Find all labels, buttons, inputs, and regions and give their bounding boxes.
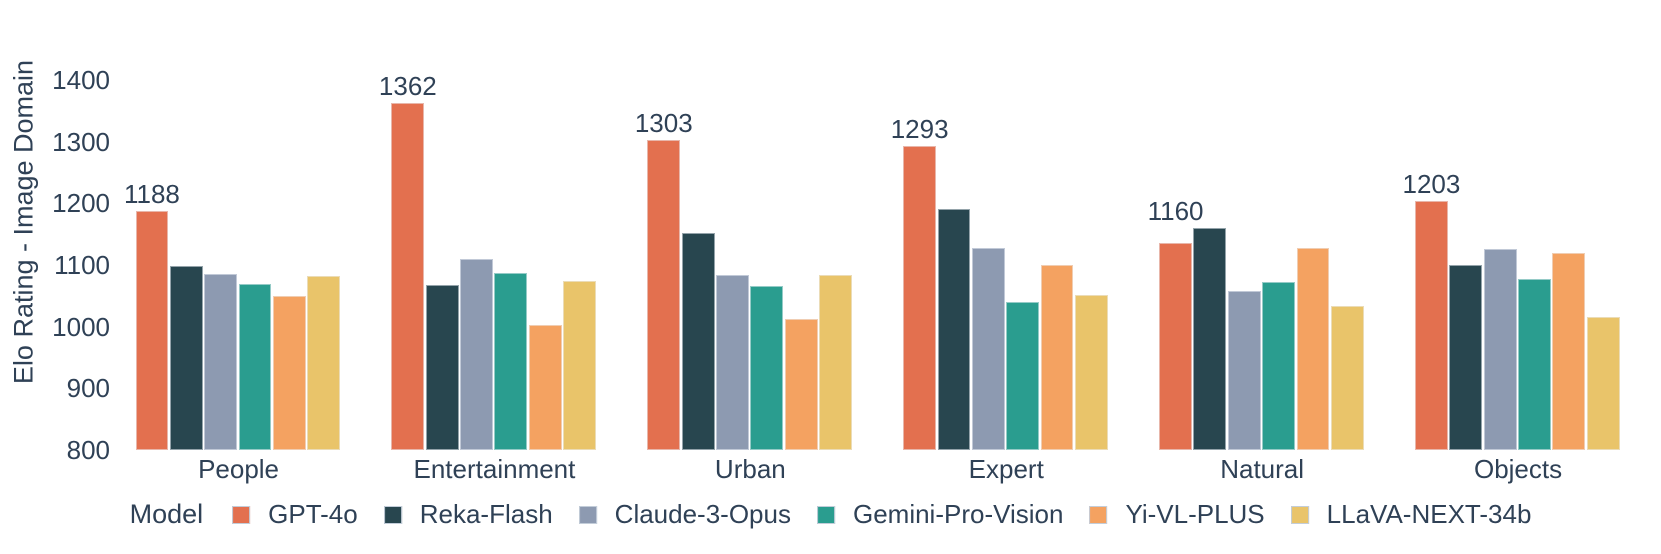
bar-gemini-pro-vision-expert: [1006, 301, 1040, 450]
x-tick-label-natural: Natural: [1220, 454, 1305, 484]
x-tick-label-expert: Expert: [968, 454, 1044, 484]
y-tick-label: 900: [66, 373, 110, 404]
bar-gemini-pro-vision-urban: [750, 285, 784, 450]
bar-value-label: 1203: [1402, 169, 1461, 200]
legend-label: GPT-4o: [268, 499, 358, 529]
bar-reka-flash-people: [169, 265, 203, 450]
legend-item-yi-vl-plus: Yi-VL-PLUS: [1089, 499, 1265, 530]
bar-value-label: 1293: [890, 113, 949, 144]
x-tick-label-people: People: [198, 454, 280, 484]
legend-swatch-icon: [232, 505, 251, 524]
legend-item-reka-flash: Reka-Flash: [383, 499, 553, 530]
bar-gpt-4o-urban: [647, 139, 681, 450]
x-tick-label-urban: Urban: [714, 454, 786, 484]
bar-yi-vl-plus-natural: [1296, 248, 1330, 450]
legend: Model GPT-4o Reka-Flash Claude-3-Opus Gemin…: [130, 499, 1532, 530]
bar-llava-next-34b-natural: [1330, 305, 1364, 450]
legend-label: LLaVA-NEXT-34b: [1326, 499, 1532, 529]
bar-yi-vl-plus-expert: [1040, 264, 1074, 450]
legend-swatch-icon: [578, 505, 597, 524]
bar-llava-next-34b-expert: [1074, 295, 1108, 450]
bar-gemini-pro-vision-objects: [1518, 279, 1551, 450]
legend-item-gpt-4o: GPT-4o: [232, 499, 358, 530]
bar-llava-next-34b-objects: [1586, 317, 1620, 450]
bar-yi-vl-plus-people: [272, 295, 306, 450]
x-tick-label-entertainment: Entertainment: [413, 454, 576, 484]
bar-reka-flash-entertainment: [425, 284, 459, 450]
bar-yi-vl-plus-entertainment: [528, 325, 562, 450]
y-tick-label: 800: [66, 435, 110, 465]
bar-llava-next-34b-urban: [819, 275, 852, 450]
y-tick-label: 1000: [52, 311, 110, 342]
bar-gpt-4o-objects: [1415, 201, 1448, 450]
bar-value-label: 1362: [378, 71, 437, 102]
legend-label: Yi-VL-PLUS: [1125, 499, 1265, 529]
bar-claude-3-opus-expert: [971, 248, 1005, 450]
bar-value-label: 1160: [1147, 195, 1204, 226]
legend-swatch-icon: [1089, 505, 1108, 524]
bar-gemini-pro-vision-entertainment: [494, 273, 528, 450]
legend-label: Reka-Flash: [419, 499, 553, 529]
bar-gpt-4o-people: [135, 210, 169, 450]
bar-claude-3-opus-objects: [1483, 248, 1517, 450]
legend-title: Model: [129, 499, 204, 529]
y-tick-label: 1100: [54, 249, 110, 280]
bar-reka-flash-natural: [1193, 227, 1227, 450]
legend-swatch-icon: [816, 505, 835, 524]
bar-claude-3-opus-entertainment: [460, 258, 493, 450]
bar-gemini-pro-vision-natural: [1262, 281, 1296, 450]
bar-reka-flash-urban: [681, 232, 715, 450]
bar-value-label: 1303: [634, 107, 693, 138]
bar-llava-next-34b-people: [307, 276, 341, 450]
y-tick-label: 1200: [52, 188, 110, 219]
bar-yi-vl-plus-objects: [1552, 253, 1586, 450]
legend-item-gemini-pro-vision: Gemini-Pro-Vision: [816, 499, 1064, 530]
legend-swatch-icon: [1290, 505, 1309, 524]
bar-reka-flash-objects: [1449, 264, 1483, 450]
bar-value-label: 1188: [123, 178, 180, 209]
legend-label: Gemini-Pro-Vision: [852, 499, 1064, 529]
legend-label: Claude-3-Opus: [614, 499, 791, 529]
bar-gpt-4o-entertainment: [391, 103, 425, 450]
bar-claude-3-opus-people: [204, 274, 238, 450]
bar-claude-3-opus-natural: [1227, 290, 1261, 450]
legend-swatch-icon: [383, 505, 402, 524]
bar-gpt-4o-natural: [1159, 242, 1192, 450]
y-tick-label: 1400: [52, 64, 110, 95]
bar-gpt-4o-expert: [903, 145, 937, 450]
bar-reka-flash-expert: [937, 209, 971, 450]
bar-claude-3-opus-urban: [716, 274, 749, 450]
x-tick-label-objects: Objects: [1473, 454, 1563, 484]
y-tick-label: 1300: [52, 126, 110, 157]
legend-item-llava-next-34b: LLaVA-NEXT-34b: [1290, 499, 1532, 530]
bar-gemini-pro-vision-people: [238, 284, 272, 450]
legend-item-claude-3-opus: Claude-3-Opus: [578, 499, 791, 530]
bar-yi-vl-plus-urban: [784, 319, 818, 450]
bar-llava-next-34b-entertainment: [563, 281, 597, 450]
